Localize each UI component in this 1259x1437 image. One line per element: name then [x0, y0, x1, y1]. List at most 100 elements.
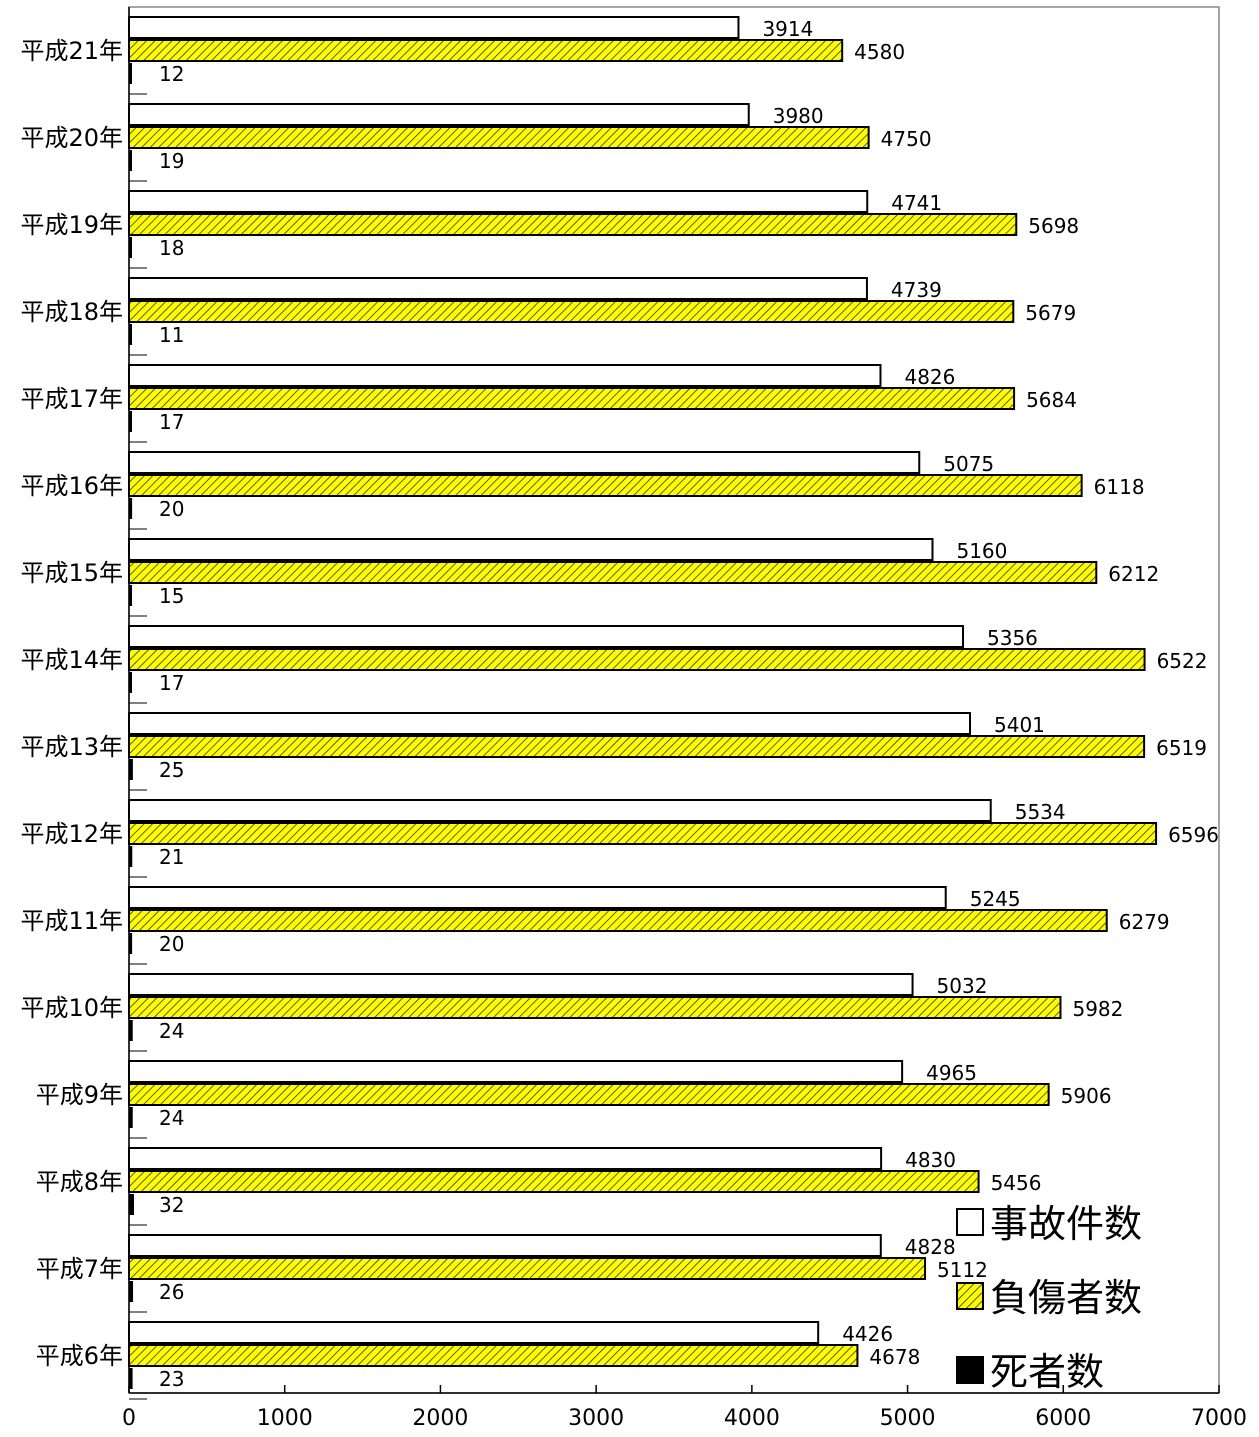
data-label-injured: 6118	[1094, 475, 1145, 499]
data-label-deaths: 24	[159, 1106, 184, 1130]
bar-deaths	[129, 324, 132, 345]
data-label-injured: 5112	[937, 1258, 988, 1282]
bar-accidents	[128, 1147, 883, 1170]
legend-label: 負傷者数	[990, 1276, 1142, 1320]
bar-deaths	[129, 1107, 133, 1128]
category-label: 平成21年	[20, 37, 123, 65]
category-label: 平成18年	[20, 298, 123, 326]
bar-deaths	[129, 1194, 134, 1215]
bar-injured	[128, 996, 1062, 1019]
data-label-accidents: 4741	[891, 191, 942, 215]
data-label-accidents: 5401	[994, 713, 1045, 737]
data-label-injured: 6596	[1168, 823, 1219, 847]
legend-label: 事故件数	[990, 1202, 1142, 1246]
data-label-injured: 6519	[1156, 736, 1207, 760]
bar-injured	[128, 126, 870, 149]
bar-injured	[128, 735, 1146, 758]
bar-deaths	[129, 1368, 133, 1389]
data-label-accidents: 5075	[943, 452, 994, 476]
category-label: 平成17年	[20, 385, 123, 413]
category-label: 平成8年	[36, 1168, 123, 1196]
legend-swatch	[956, 1356, 984, 1384]
bar-deaths	[129, 933, 133, 954]
category-label: 平成11年	[20, 907, 123, 935]
category-label: 平成19年	[20, 211, 123, 239]
data-label-accidents: 4830	[905, 1148, 956, 1172]
bar-injured	[128, 474, 1083, 497]
x-tick-label: 6000	[1035, 1406, 1091, 1431]
bar-accidents	[128, 538, 934, 561]
data-label-accidents: 5032	[937, 974, 988, 998]
data-label-injured: 6279	[1119, 910, 1170, 934]
bar-injured	[128, 1257, 927, 1280]
bar-injured	[128, 387, 1016, 410]
bar-accidents	[128, 451, 921, 474]
x-tick-label: 0	[122, 1406, 136, 1431]
data-label-deaths: 20	[159, 497, 184, 521]
category-label: 平成15年	[20, 559, 123, 587]
bar-accidents	[128, 1321, 820, 1344]
bar-injured	[128, 561, 1098, 584]
x-tick-label: 2000	[412, 1406, 468, 1431]
x-tick-label: 4000	[724, 1406, 780, 1431]
data-label-accidents: 4965	[926, 1061, 977, 1085]
bar-accidents	[128, 712, 972, 735]
category-label: 平成6年	[36, 1342, 123, 1370]
bar-deaths	[129, 150, 132, 171]
bar-deaths	[129, 498, 133, 519]
data-label-accidents: 4828	[905, 1235, 956, 1259]
x-tick-label: 1000	[257, 1406, 313, 1431]
bar-injured	[128, 1344, 859, 1367]
bar-accidents	[128, 16, 740, 39]
category-label: 平成7年	[36, 1255, 123, 1283]
data-label-accidents: 5534	[1015, 800, 1066, 824]
category-label: 平成16年	[20, 472, 123, 500]
category-label: 平成14年	[20, 646, 123, 674]
data-label-deaths: 24	[159, 1019, 184, 1043]
data-label-deaths: 25	[159, 758, 184, 782]
bar-accidents	[128, 277, 868, 300]
data-label-accidents: 5356	[987, 626, 1038, 650]
x-tick-label: 5000	[880, 1406, 936, 1431]
data-label-accidents: 3914	[762, 17, 813, 41]
data-label-injured: 6212	[1108, 562, 1159, 586]
x-tick-label: 3000	[568, 1406, 624, 1431]
data-label-accidents: 3980	[773, 104, 824, 128]
data-label-deaths: 15	[159, 584, 184, 608]
data-label-deaths: 17	[159, 671, 184, 695]
bar-deaths	[129, 585, 132, 606]
bar-deaths	[129, 672, 132, 693]
data-label-injured: 4678	[869, 1345, 920, 1369]
data-label-deaths: 19	[159, 149, 184, 173]
data-label-deaths: 18	[159, 236, 184, 260]
legend-label: 死者数	[990, 1350, 1104, 1394]
category-label: 平成9年	[36, 1081, 123, 1109]
data-label-injured: 5698	[1028, 214, 1079, 238]
data-label-deaths: 11	[159, 323, 184, 347]
bar-accidents	[128, 886, 947, 909]
data-label-deaths: 12	[159, 62, 184, 86]
data-label-injured: 4750	[881, 127, 932, 151]
data-label-deaths: 20	[159, 932, 184, 956]
bar-accidents	[128, 625, 965, 648]
bar-deaths	[129, 1281, 134, 1302]
data-label-accidents: 5160	[956, 539, 1007, 563]
bar-accidents	[128, 1060, 904, 1083]
bar-accidents	[128, 973, 914, 996]
x-tick-label: 7000	[1191, 1406, 1247, 1431]
bar-injured	[128, 909, 1108, 932]
bar-deaths	[129, 759, 133, 780]
bar-injured	[128, 213, 1018, 236]
bar-injured	[128, 300, 1015, 323]
bar-deaths	[129, 411, 132, 432]
bar-deaths	[129, 1020, 133, 1041]
bar-accidents	[128, 1234, 882, 1257]
bar-injured	[128, 648, 1146, 671]
data-label-injured: 5684	[1026, 388, 1077, 412]
category-label: 平成12年	[20, 820, 123, 848]
legend-swatch	[956, 1208, 984, 1236]
category-label: 平成10年	[20, 994, 123, 1022]
category-label: 平成13年	[20, 733, 123, 761]
bar-injured	[128, 1170, 980, 1193]
